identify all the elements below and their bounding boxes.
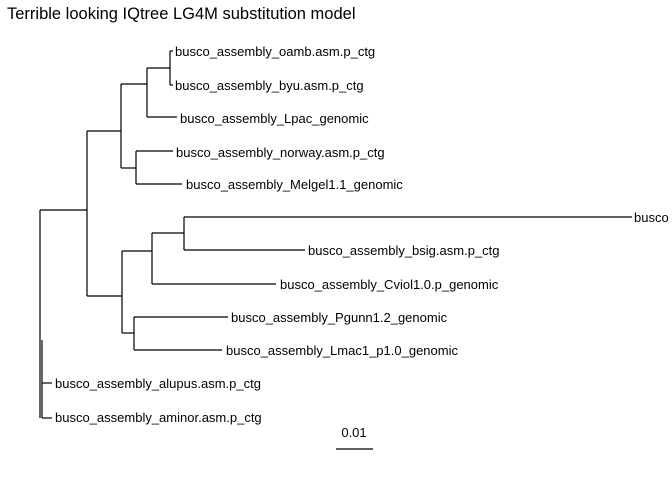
tip-label: busco (634, 210, 669, 225)
tip-label: busco_assembly_Cviol1.0.p_genomic (280, 277, 499, 292)
tip-label: busco_assembly_alupus.asm.p_ctg (55, 376, 261, 391)
tip-label: busco_assembly_norway.asm.p_ctg (176, 145, 385, 160)
tip-label: busco_assembly_oamb.asm.p_ctg (175, 44, 375, 59)
tip-label: busco_assembly_bsig.asm.p_ctg (308, 243, 500, 258)
tip-labels: busco_assembly_oamb.asm.p_ctg busco_asse… (55, 44, 669, 425)
tip-label: busco_assembly_byu.asm.p_ctg (175, 78, 364, 93)
tip-label: busco_assembly_Lpac_genomic (180, 111, 369, 126)
tip-label: busco_assembly_Melgel1.1_genomic (186, 177, 403, 192)
scale-bar-label: 0.01 (341, 425, 366, 440)
tree-title: Terrible looking IQtree LG4M substitutio… (7, 5, 356, 23)
tip-label: busco_assembly_aminor.asm.p_ctg (55, 410, 262, 425)
tip-label: busco_assembly_Lmac1_p1.0_genomic (226, 343, 458, 358)
tip-label: busco_assembly_Pgunn1.2_genomic (231, 310, 448, 325)
scale-bar: 0.01 (336, 425, 373, 450)
tree-branches (39, 50, 632, 419)
